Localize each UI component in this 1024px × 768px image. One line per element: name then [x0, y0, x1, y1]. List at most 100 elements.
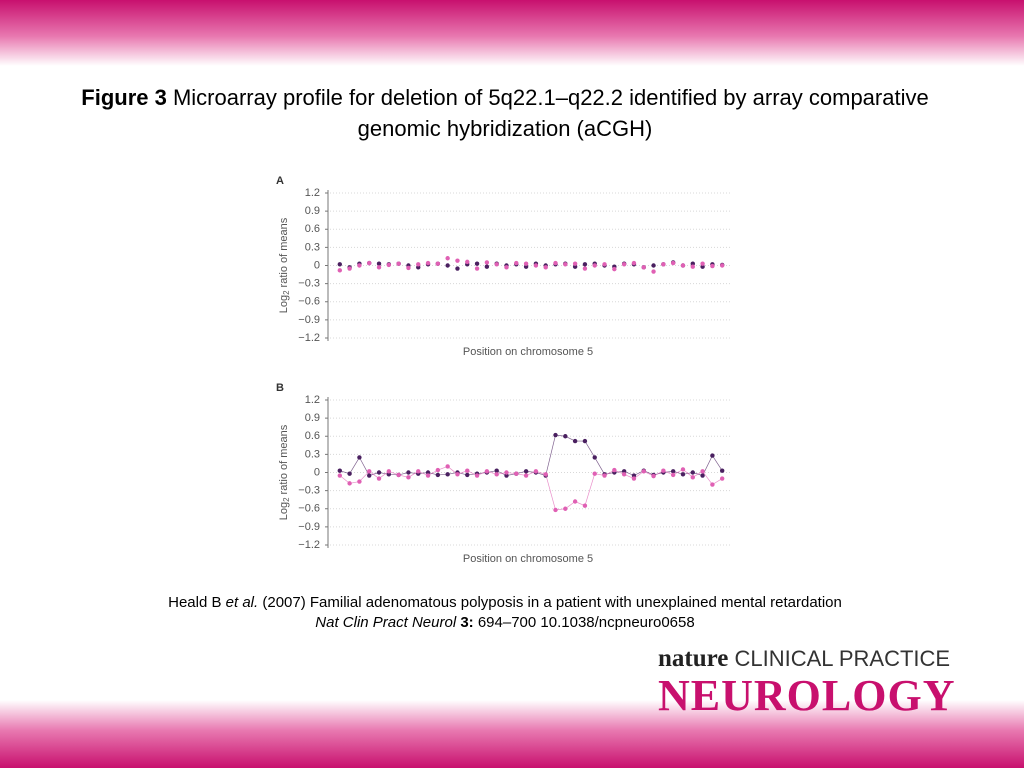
y-tick-label: 0.6 — [305, 430, 320, 442]
data-point — [337, 262, 343, 267]
y-label-sub: 2 — [282, 290, 291, 295]
data-point — [396, 472, 401, 478]
data-point — [376, 265, 382, 270]
data-point — [670, 260, 676, 266]
data-point — [367, 469, 372, 474]
data-point — [533, 263, 539, 268]
data-point — [465, 468, 470, 473]
data-point — [670, 469, 676, 474]
data-point — [406, 470, 411, 475]
data-point — [357, 263, 362, 268]
y-label-main: Log — [278, 502, 290, 520]
data-point — [719, 476, 725, 481]
data-point — [514, 471, 519, 476]
y-axis-label: Log2 ratio of means — [278, 424, 291, 520]
y-tick-label: 0.6 — [305, 223, 320, 235]
data-point — [523, 473, 529, 478]
data-point — [445, 263, 450, 268]
pages: 694–700 10.1038/ncpneuro0658 — [477, 614, 695, 631]
y-tick-label: −0.9 — [298, 521, 320, 533]
data-point — [504, 265, 509, 270]
data-point — [700, 469, 705, 474]
data-point — [484, 260, 490, 265]
data-point — [543, 265, 548, 270]
data-point — [376, 261, 382, 266]
data-point — [700, 264, 705, 269]
data-point — [386, 469, 392, 474]
data-point — [465, 259, 470, 265]
data-point — [514, 260, 519, 266]
data-point — [474, 473, 480, 478]
y-label-sub: 2 — [282, 497, 291, 502]
data-point — [563, 262, 568, 267]
data-point — [612, 467, 617, 473]
citation: Heald B et al. (2007) Familial adenomato… — [100, 593, 910, 633]
data-point — [445, 472, 450, 477]
data-point — [504, 473, 509, 478]
data-point — [700, 261, 705, 266]
data-point — [367, 260, 372, 266]
data-point — [523, 261, 529, 266]
data-point — [582, 503, 588, 508]
data-point — [592, 471, 597, 476]
data-point — [641, 265, 646, 270]
data-point — [631, 473, 637, 478]
panel-label: B — [276, 382, 284, 394]
y-tick-label: 0 — [314, 466, 320, 478]
y-tick-label: −0.9 — [298, 314, 320, 326]
y-label-rest: ratio of means — [278, 217, 290, 287]
data-point — [474, 261, 480, 266]
y-tick-label: 1.2 — [305, 187, 320, 199]
data-point — [337, 468, 343, 473]
y-tick-label: −0.6 — [298, 503, 320, 515]
data-point — [651, 473, 656, 479]
data-point — [465, 472, 470, 478]
top-band — [0, 0, 1024, 66]
data-point — [719, 468, 725, 473]
data-point — [572, 264, 578, 269]
bottom-band — [0, 700, 1024, 768]
data-point — [435, 261, 441, 266]
volume: 3: — [460, 614, 474, 631]
data-point — [719, 263, 725, 268]
panel-label: A — [276, 175, 284, 187]
data-point — [621, 469, 627, 474]
data-point — [563, 434, 568, 439]
citation-text: (2007) Familial adenomatous polyposis in… — [262, 594, 842, 611]
data-point — [484, 469, 490, 474]
data-point — [494, 262, 499, 267]
data-point — [523, 264, 529, 269]
data-point — [710, 482, 715, 487]
data-point — [553, 260, 558, 266]
data-point — [612, 266, 617, 272]
y-tick-label: 0.3 — [305, 241, 320, 253]
data-point — [661, 262, 666, 267]
data-point — [523, 469, 529, 474]
data-point — [670, 472, 676, 478]
data-point — [710, 263, 715, 269]
title-text: Microarray profile for deletion of 5q22.… — [172, 85, 929, 141]
y-tick-label: −0.3 — [298, 485, 320, 497]
data-point — [533, 469, 539, 474]
data-point — [710, 453, 715, 458]
y-tick-label: 1.2 — [305, 394, 320, 406]
data-point — [553, 507, 558, 513]
data-point — [425, 473, 431, 478]
data-point — [337, 473, 343, 478]
y-tick-label: 0.3 — [305, 448, 320, 460]
data-point — [690, 261, 695, 266]
data-point — [631, 476, 637, 481]
y-tick-label: −1.2 — [298, 539, 320, 551]
data-point — [494, 468, 499, 473]
data-point — [651, 269, 656, 274]
data-point — [504, 470, 509, 475]
data-point — [347, 471, 352, 476]
charts: 1.2 0.9 0.6 0.3 0 −0.3 −0.6 −0.9 −1.2 A Position o… — [276, 175, 732, 565]
data-point — [572, 438, 578, 444]
et-al: et al. — [225, 594, 259, 611]
data-point — [416, 262, 421, 267]
data-point — [425, 260, 431, 266]
data-point — [416, 469, 421, 474]
author: Heald B — [168, 594, 222, 611]
